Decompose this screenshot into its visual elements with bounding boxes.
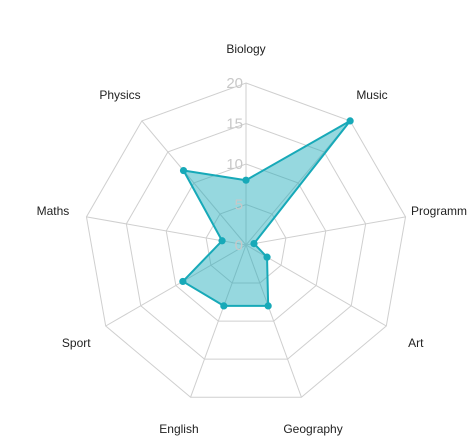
data-point (264, 302, 272, 310)
data-point (250, 239, 258, 248)
category-label: English (159, 422, 198, 436)
category-label: Programm (411, 204, 467, 218)
gridline-ring (85, 82, 407, 398)
axis-spoke (245, 216, 406, 246)
radial-tick-label: 10 (226, 156, 243, 173)
data-point (218, 237, 226, 245)
tick-layer: 0 5 10 15 20 (226, 75, 243, 254)
radial-tick-label: 0 (235, 237, 243, 254)
category-label: Sport (62, 336, 91, 350)
radial-tick-label: 5 (235, 197, 243, 214)
axis-spoke (245, 244, 302, 398)
data-point (346, 117, 354, 125)
data-point (220, 302, 228, 310)
gridline-ring (165, 163, 327, 322)
category-label: Art (408, 336, 424, 350)
label-layer: Biology Music Programm Art Geography English S… (37, 42, 467, 436)
data-point (179, 166, 188, 175)
axis-spoke (141, 120, 247, 246)
radial-tick-label: 15 (226, 116, 243, 133)
data-point (242, 176, 250, 184)
axis-spoke (105, 244, 247, 327)
data-point (179, 277, 187, 286)
category-label: Physics (99, 88, 140, 102)
data-point (263, 253, 271, 261)
series-layer (179, 117, 354, 310)
axis-spoke (190, 244, 247, 398)
series-area (181, 119, 352, 307)
category-label: Music (356, 88, 387, 102)
radial-tick-label: 20 (226, 75, 243, 92)
category-label: Maths (37, 204, 70, 218)
category-label: Biology (226, 42, 265, 56)
gridline-ring (125, 122, 367, 360)
category-label: Geography (283, 422, 342, 436)
